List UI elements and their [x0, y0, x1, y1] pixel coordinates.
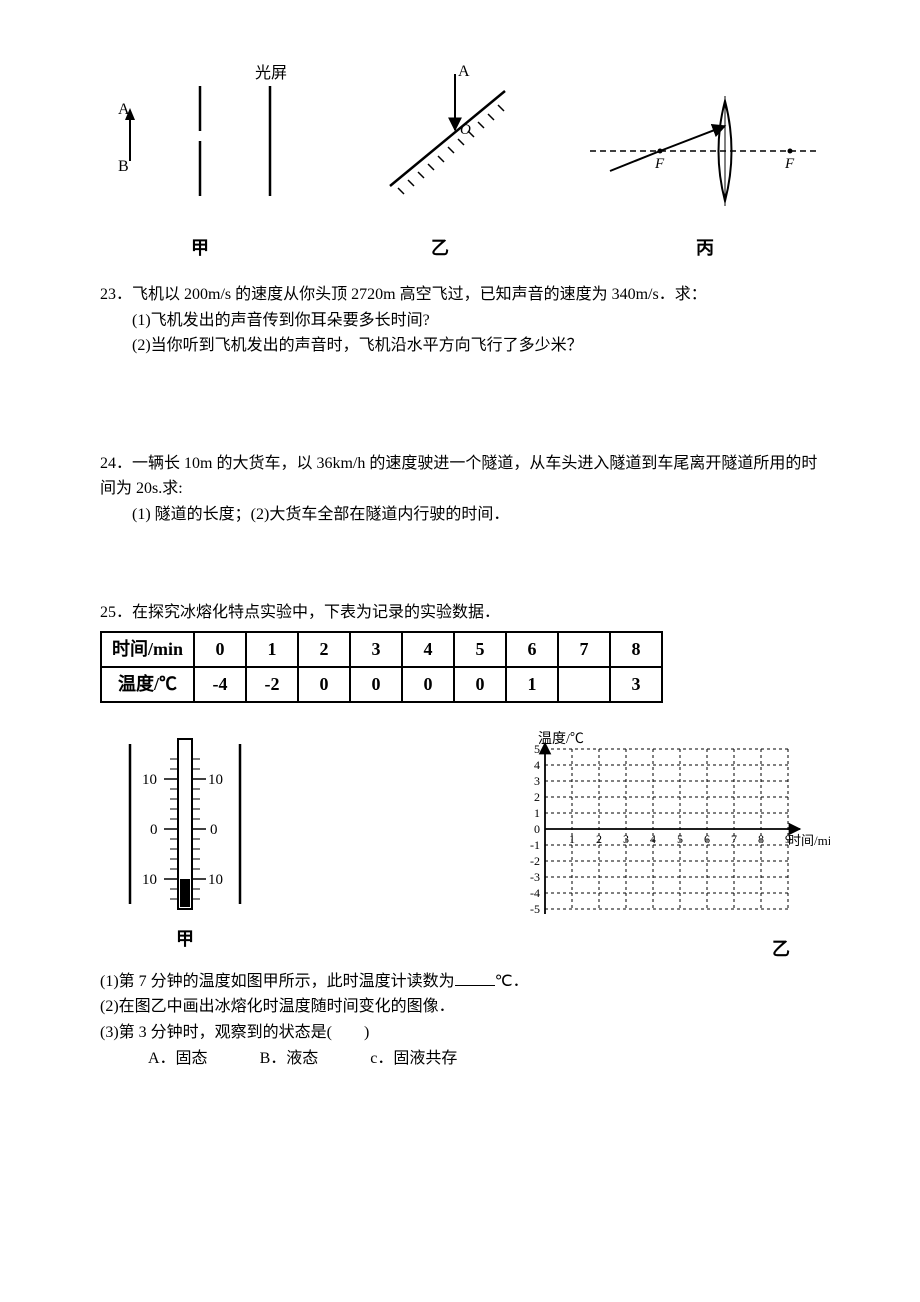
row1-label: 时间/min	[101, 632, 194, 667]
q25-fig-row: 10 10 0 0 10 10 甲	[100, 729, 830, 969]
svg-text:3: 3	[623, 832, 629, 846]
q25-sub2: (2)在图乙中画出冰熔化时温度随时间变化的图像．	[100, 994, 830, 1020]
q24-body: 一辆长 10m 的大货车，以 36km/h 的速度驶进一个隧道，从车头进入隧道到…	[100, 455, 817, 498]
q23-body: 飞机以 200m/s 的速度从你头顶 2720m 高空飞过，已知声音的速度为 3…	[132, 286, 707, 303]
grid-fig: 温度/℃ 时间/min 543210-1-2-3-4-5 123456789 乙	[490, 729, 830, 969]
svg-text:8: 8	[758, 832, 764, 846]
diagram-yi-caption: 乙	[431, 234, 449, 260]
svg-text:9: 9	[785, 832, 791, 846]
svg-text:5: 5	[534, 742, 540, 756]
opt-b[interactable]: B．液态	[260, 1050, 319, 1067]
svg-text:0: 0	[534, 822, 540, 836]
svg-text:10: 10	[142, 772, 157, 788]
q23-num: 23．	[100, 286, 132, 303]
thermo-caption: 甲	[176, 925, 194, 954]
q25-sub3: (3)第 3 分钟时，观察到的状态是( )	[100, 1020, 830, 1046]
svg-text:时间/min: 时间/min	[788, 833, 830, 848]
table-row: 时间/min 0 1 2 3 4 5 6 7 8	[101, 632, 662, 667]
q23-sub1: (1)飞机发出的声音传到你耳朵要多长时间?	[100, 308, 830, 334]
spacer	[100, 528, 830, 578]
label-a: A	[118, 101, 130, 118]
svg-text:5: 5	[677, 832, 683, 846]
bing-f1: F	[654, 156, 665, 172]
svg-text:1: 1	[569, 832, 575, 846]
svg-text:-4: -4	[530, 886, 540, 900]
q23-sub2: (2)当你听到飞机发出的声音时，飞机沿水平方向飞行了多少米？	[100, 333, 830, 359]
diagram-bing-caption: 丙	[696, 234, 714, 260]
spacer	[100, 359, 830, 429]
thermometer-fig: 10 10 0 0 10 10 甲	[100, 729, 270, 969]
svg-text:10: 10	[142, 872, 157, 888]
yi-label-o: O	[460, 122, 471, 138]
q25-num: 25．	[100, 604, 132, 621]
svg-text:10: 10	[208, 872, 223, 888]
diagram-jia: A B 光屏 甲	[100, 56, 300, 260]
svg-text:-2: -2	[530, 854, 540, 868]
q23: 23．飞机以 200m/s 的速度从你头顶 2720m 高空飞过，已知声音的速度…	[100, 282, 830, 359]
diagram-jia-caption: 甲	[191, 234, 209, 260]
svg-text:2: 2	[596, 832, 602, 846]
svg-text:0: 0	[210, 822, 218, 838]
q24-num: 24．	[100, 455, 132, 472]
yi-label-a: A	[458, 63, 470, 80]
diagram-bing: F F 丙	[580, 56, 830, 260]
diagram-yi: A O 乙	[340, 56, 540, 260]
q25-options: A．固态 B．液态 c．固液共存	[148, 1046, 830, 1072]
diagram-bing-svg: F F	[580, 56, 830, 226]
diagram-row: A B 光屏 甲 A	[100, 50, 830, 260]
svg-text:-5: -5	[530, 902, 540, 916]
screen-label: 光屏	[255, 64, 287, 82]
grid-svg: 温度/℃ 时间/min 543210-1-2-3-4-5 123456789	[490, 729, 830, 929]
thermometer-svg: 10 10 0 0 10 10	[100, 729, 270, 919]
svg-text:6: 6	[704, 832, 710, 846]
svg-text:2: 2	[534, 790, 540, 804]
q25-intro: 在探究冰熔化特点实验中，下表为记录的实验数据．	[132, 604, 500, 621]
bing-f2: F	[784, 156, 795, 172]
q25-sub1: (1)第 7 分钟的温度如图甲所示，此时温度计读数为℃．	[100, 969, 830, 995]
diagram-jia-svg: A B 光屏	[100, 56, 300, 226]
opt-a[interactable]: A．固态	[148, 1050, 208, 1067]
svg-text:-3: -3	[530, 870, 540, 884]
blank-field[interactable]	[455, 970, 495, 986]
svg-text:0: 0	[150, 822, 158, 838]
svg-text:10: 10	[208, 772, 223, 788]
svg-text:4: 4	[650, 832, 656, 846]
grid-caption: 乙	[772, 935, 790, 964]
svg-text:3: 3	[534, 774, 540, 788]
q25-table: 时间/min 0 1 2 3 4 5 6 7 8 温度/℃ -4 -2 0 0 …	[100, 631, 663, 703]
svg-text:1: 1	[534, 806, 540, 820]
table-row: 温度/℃ -4 -2 0 0 0 0 1 3	[101, 667, 662, 702]
q24-sub1: (1) 隧道的长度；(2)大货车全部在隧道内行驶的时间．	[100, 502, 830, 528]
svg-text:4: 4	[534, 758, 540, 772]
q24: 24．一辆长 10m 的大货车，以 36km/h 的速度驶进一个隧道，从车头进入…	[100, 451, 830, 528]
opt-c[interactable]: c．固液共存	[370, 1050, 457, 1067]
svg-text:-1: -1	[530, 838, 540, 852]
row2-label: 温度/℃	[101, 667, 194, 702]
diagram-yi-svg: A O	[340, 56, 540, 226]
svg-text:7: 7	[731, 832, 737, 846]
label-b: B	[118, 158, 129, 175]
page: A B 光屏 甲 A	[0, 0, 920, 1302]
q25: 25．在探究冰熔化特点实验中，下表为记录的实验数据． 时间/min 0 1 2 …	[100, 600, 830, 1072]
